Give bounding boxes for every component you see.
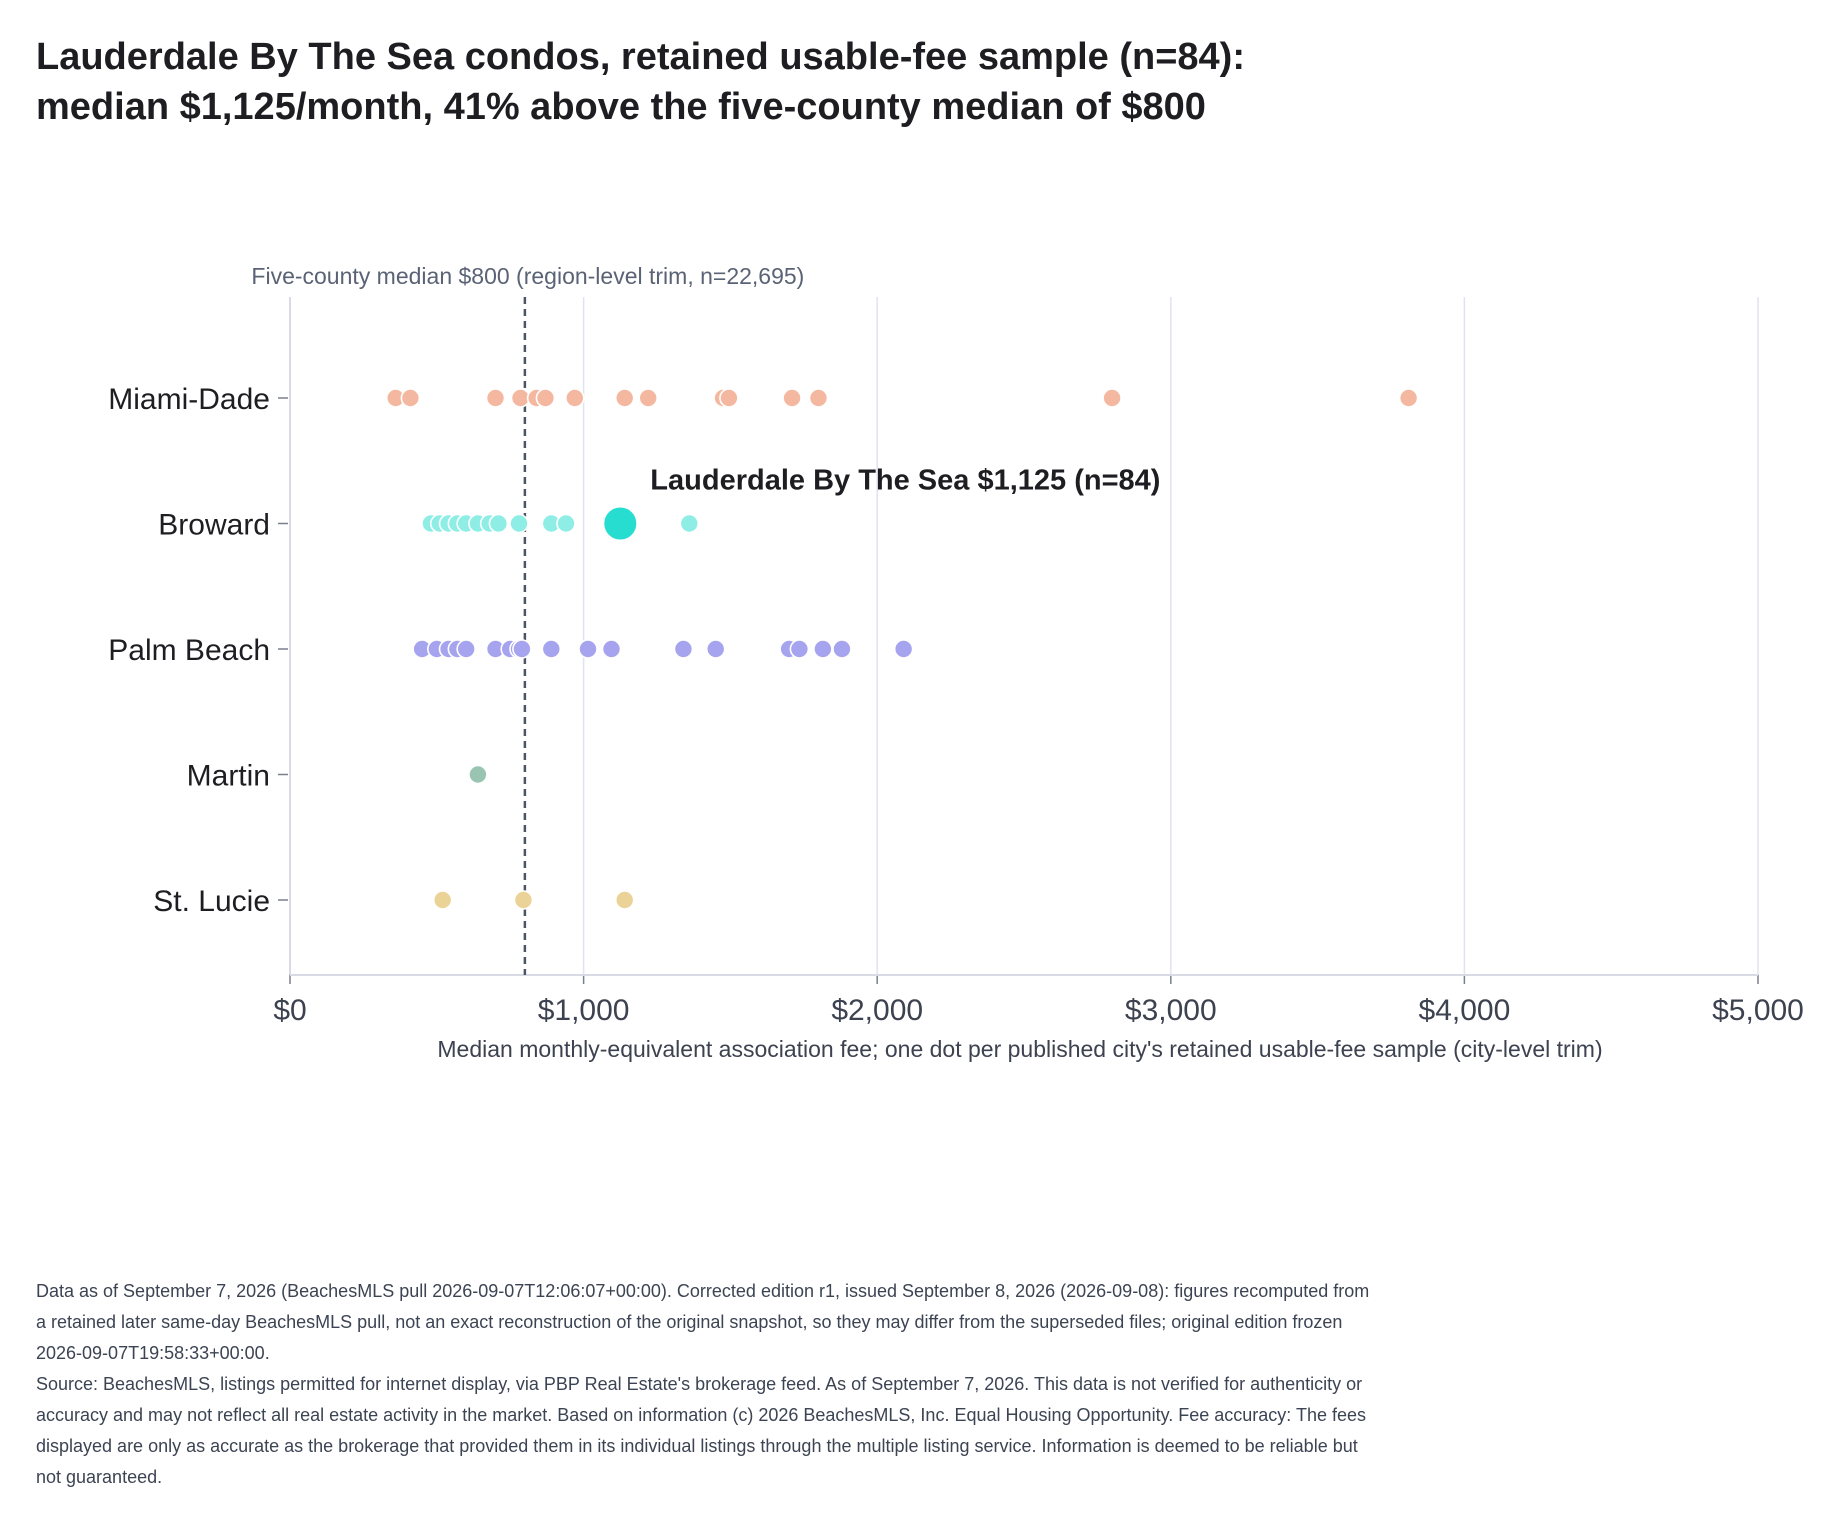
city-dot bbox=[719, 388, 739, 408]
chart-title-line-1: Lauderdale By The Sea condos, retained u… bbox=[36, 36, 1245, 78]
city-dot bbox=[638, 388, 658, 408]
city-dot bbox=[808, 388, 829, 408]
highlight-dot bbox=[602, 505, 639, 542]
category-label: St. Lucie bbox=[153, 885, 270, 918]
category-label: Broward bbox=[158, 509, 270, 542]
city-dot bbox=[789, 639, 810, 659]
x-axis-title: Median monthly-equivalent association fe… bbox=[437, 1036, 1602, 1062]
city-dot bbox=[468, 764, 488, 785]
reference-line-layer: Five-county median $800 (region-level tr… bbox=[251, 263, 804, 975]
x-tick-label: $4,000 bbox=[1419, 994, 1511, 1027]
x-tick-label: $2,000 bbox=[831, 994, 923, 1027]
chart-title-line-2: median $1,125/month, 41% above the five-… bbox=[36, 86, 1206, 128]
city-dot bbox=[556, 513, 576, 534]
highlight-label: Lauderdale By The Sea $1,125 (n=84) bbox=[650, 465, 1160, 497]
city-dot bbox=[578, 639, 598, 659]
city-dot bbox=[513, 890, 534, 910]
city-dot bbox=[614, 890, 635, 910]
category-label: Miami-Dade bbox=[108, 383, 270, 416]
city-dot bbox=[535, 388, 556, 408]
city-dot bbox=[1398, 388, 1419, 408]
city-dot bbox=[832, 639, 852, 659]
city-dot bbox=[488, 513, 509, 534]
dot-plot-chart: $0 $1,000 $2,000 $3,000 $4,000 $5,000 Miami-Da… bbox=[108, 263, 1804, 1062]
x-tick-label: $0 bbox=[273, 994, 306, 1027]
chart-title: Lauderdale By The Sea condos, retained u… bbox=[36, 32, 1736, 132]
median-reference-label: Five-county median $800 (region-level tr… bbox=[251, 263, 804, 289]
footnote-source: Source: BeachesMLS, listings permitted f… bbox=[36, 1374, 1366, 1487]
city-dot bbox=[400, 388, 421, 408]
x-tick-label: $5,000 bbox=[1712, 994, 1804, 1027]
footnote-data-note: Data as of September 7, 2026 (BeachesMLS… bbox=[36, 1281, 1370, 1363]
label-layer: Lauderdale By The Sea $1,125 (n=84) bbox=[650, 465, 1160, 497]
grid-layer bbox=[289, 297, 1759, 975]
city-dot bbox=[485, 388, 506, 408]
city-dot bbox=[782, 388, 802, 408]
city-dot bbox=[705, 639, 726, 659]
category-label: Martin bbox=[187, 760, 270, 793]
city-dot bbox=[512, 639, 532, 659]
city-dot bbox=[614, 388, 635, 408]
city-dot bbox=[509, 513, 529, 534]
city-dot bbox=[673, 639, 694, 659]
city-dot bbox=[813, 639, 833, 659]
dots-layer bbox=[385, 388, 1419, 910]
city-dot bbox=[456, 639, 476, 659]
city-dot bbox=[601, 639, 622, 659]
x-tick-label: $3,000 bbox=[1125, 994, 1217, 1027]
category-label: Palm Beach bbox=[108, 634, 270, 667]
city-dot bbox=[564, 388, 585, 408]
x-tick-label: $1,000 bbox=[538, 994, 630, 1027]
city-dot bbox=[510, 388, 531, 408]
axis-layer: $0 $1,000 $2,000 $3,000 $4,000 $5,000 Miami-Da… bbox=[108, 297, 1804, 1062]
city-dot bbox=[541, 639, 562, 659]
city-dot bbox=[432, 890, 453, 910]
city-dot bbox=[679, 513, 700, 534]
city-dot bbox=[893, 639, 914, 659]
city-dot bbox=[1102, 388, 1122, 408]
footnotes: Data as of September 7, 2026 (BeachesMLS… bbox=[36, 1276, 1376, 1493]
